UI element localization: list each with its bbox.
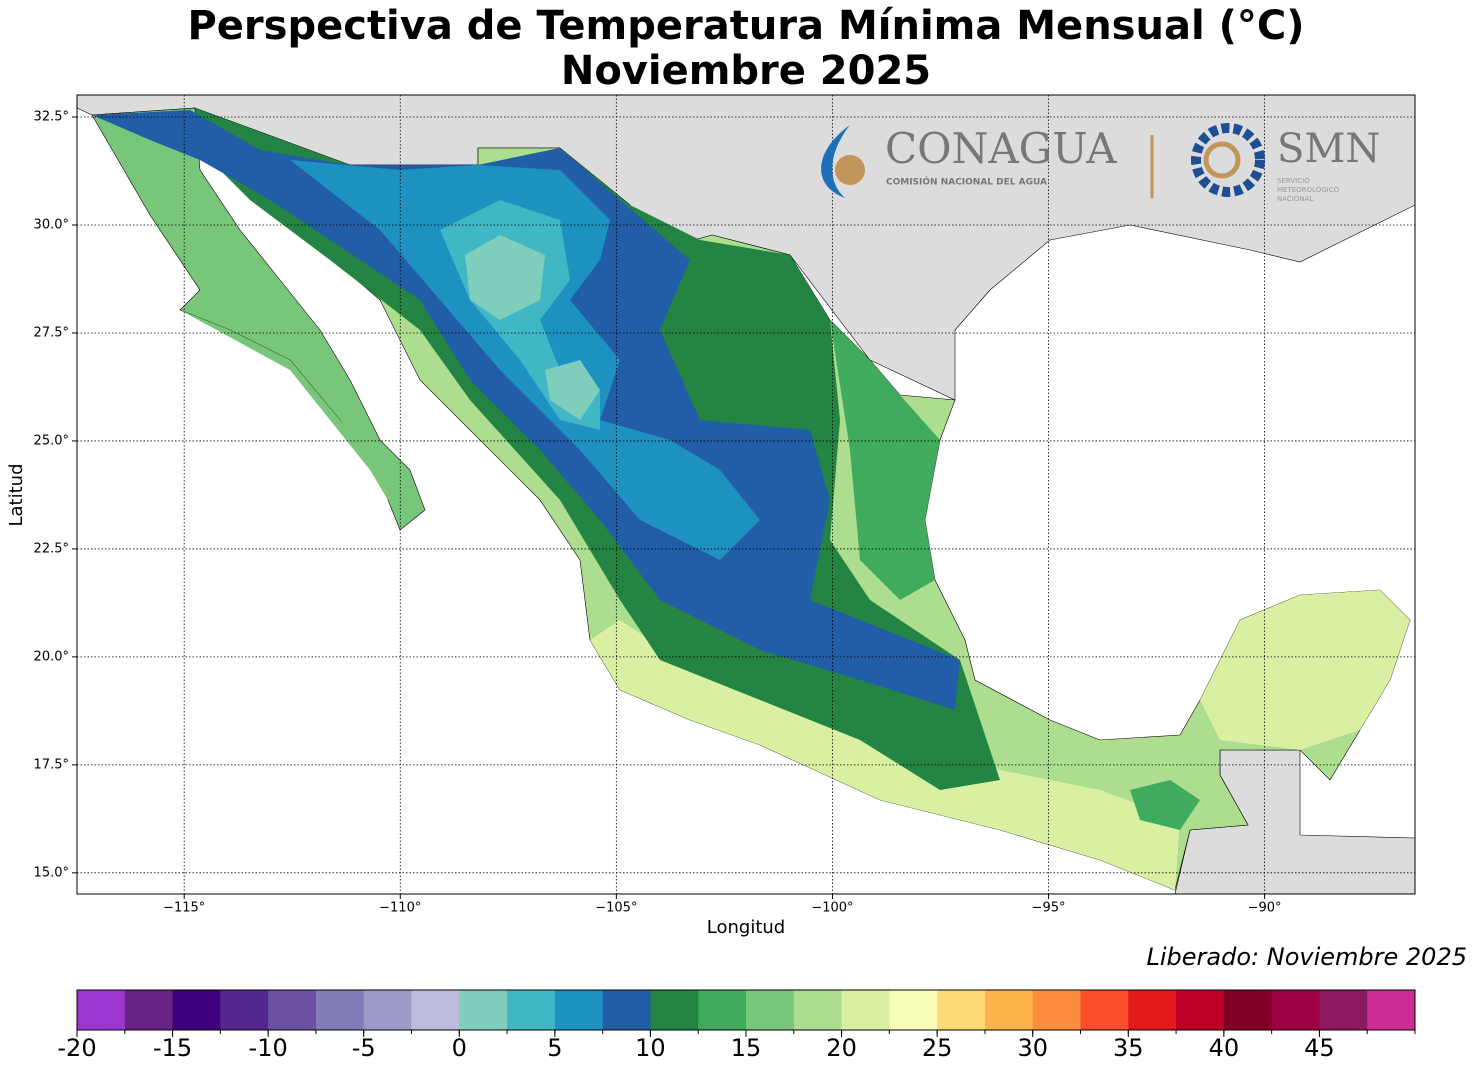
y-tick-label: 30.0° [34,217,69,232]
x-tick-label: −115° [163,901,205,916]
colorbar-bin [1032,990,1081,1030]
y-tick-label: 17.5° [34,757,69,772]
colorbar-tick-label: 0 [452,1034,467,1062]
map-area [76,94,1416,895]
colorbar-tick-label: 30 [1017,1034,1048,1062]
contour-zone [1200,590,1410,750]
x-tick-label: −100° [811,901,853,916]
contour-zone [1130,780,1200,830]
colorbar-bin [650,990,699,1030]
contour-zone [92,110,960,710]
colorbar-tick-label: 45 [1304,1034,1335,1062]
title: Noviembre 2025 [561,48,931,94]
colorbar-bin [459,990,508,1030]
colorbar-bin [698,990,747,1030]
colorbar-bin [1367,990,1416,1030]
colorbar-bin [793,990,843,1030]
map-frame [76,94,1416,895]
colorbar-tick-label: 10 [635,1034,666,1062]
colorbar-tick-label: -10 [249,1034,288,1062]
y-tick-label: 22.5° [34,541,69,556]
colorbar-bin [554,990,604,1030]
logo-subtext: SERVICIO [1277,177,1310,185]
colorbar-bin [602,990,651,1030]
colorbar: -20 -15 -10 -5 0 5 10 15 20 25 30 35 40 45 [57,989,1416,1062]
colorbar-bin [1271,990,1320,1030]
colorbar-tick-label: 20 [826,1034,857,1062]
logo-icon [821,125,850,198]
logo-icon [1191,123,1265,197]
contour-zone [545,360,600,420]
colorbar-bin [220,990,269,1030]
colorbar-bin [937,990,986,1030]
colorbar-bin [172,990,221,1030]
colorbar-tick-label: 35 [1113,1034,1144,1062]
colorbar-bin [363,990,412,1030]
colorbar-bin [315,990,365,1030]
colorbar-tick-label: -5 [352,1034,376,1062]
gridlines [77,95,1415,894]
title: Perspectiva de Temperatura Mínima Mensua… [187,3,1304,49]
colorbar-bin [124,990,174,1030]
logo-subtext: COMISIÓN NACIONAL DEL AGUA [886,176,1047,188]
y-tick-label: 32.5° [34,110,69,125]
colorbar-bin [77,990,126,1030]
colorbar-tick-label: 40 [1209,1034,1240,1062]
contour-zone [830,320,940,600]
colorbar-bin [984,990,1034,1030]
conagua-logo: CONAGUA COMISIÓN NACIONAL DEL AGUA SMN S… [821,123,1380,203]
logo-text: CONAGUA [885,124,1117,173]
logo-subtext: NACIONAL [1277,195,1313,203]
colorbar-tick-label: -15 [153,1034,192,1062]
y-tick-label: 20.0° [34,649,69,664]
colorbar-bin [841,990,890,1030]
logo-text: SMN [1277,126,1380,172]
x-tick-label: −110° [379,901,421,916]
colorbar-bin [268,990,317,1030]
colorbar-bin [889,990,938,1030]
x-axis-label: Longitud [707,917,785,938]
y-tick-label: 27.5° [34,325,69,340]
colorbar-bin [746,990,795,1030]
colorbar-bin [507,990,556,1030]
x-tick-label: −90° [1248,901,1282,916]
colorbar-bin [1319,990,1368,1030]
colorbar-tick-label: 5 [547,1034,562,1062]
logo-subtext: METEOROLÓGICO [1277,185,1340,194]
y-axis-label: Latitud [6,463,27,526]
colorbar-tick-label: 15 [731,1034,762,1062]
colorbar-bin [1128,990,1177,1030]
x-tick-label: −105° [595,901,637,916]
x-tick-label: −95° [1032,901,1066,916]
logo-icon [835,155,865,185]
release-note: Liberado: Noviembre 2025 [1147,943,1467,971]
y-tick-label: 25.0° [34,433,69,448]
y-tick-label: 15.0° [34,865,69,880]
colorbar-tick-label: -20 [57,1034,96,1062]
colorbar-bin [1080,990,1129,1030]
colorbar-tick-label: 25 [922,1034,953,1062]
colorbar-bin [411,990,460,1030]
contour-zone [465,235,545,320]
colorbar-bin [1223,990,1273,1030]
logo-icon [1203,141,1241,179]
colorbar-bin [1176,990,1225,1030]
